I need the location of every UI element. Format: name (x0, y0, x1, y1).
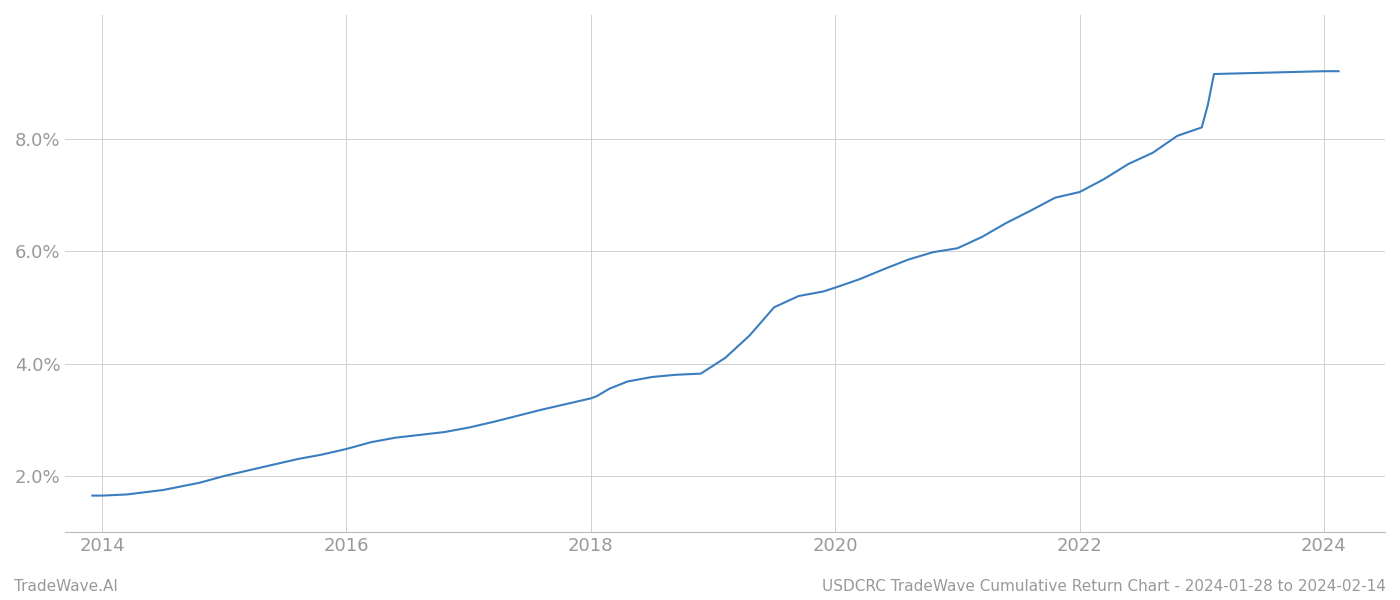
Text: TradeWave.AI: TradeWave.AI (14, 579, 118, 594)
Text: USDCRC TradeWave Cumulative Return Chart - 2024-01-28 to 2024-02-14: USDCRC TradeWave Cumulative Return Chart… (822, 579, 1386, 594)
